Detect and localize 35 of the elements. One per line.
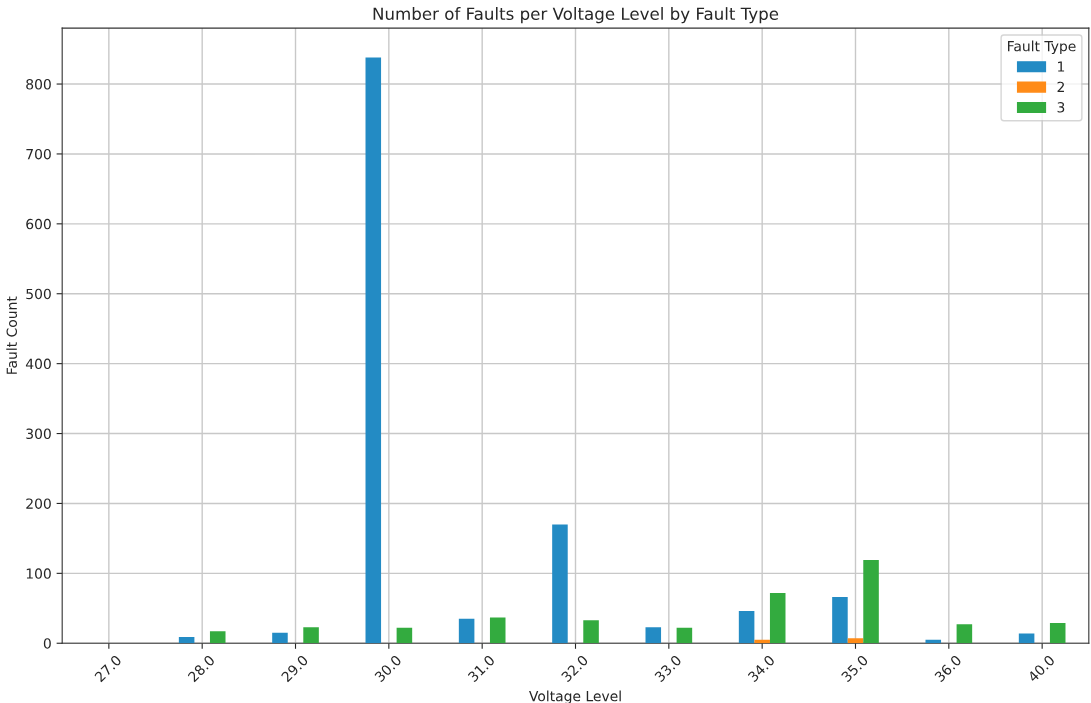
chart-title: Number of Faults per Voltage Level by Fault Type	[373, 7, 779, 24]
y-tick-label: 500	[26, 288, 51, 300]
bar	[209, 631, 226, 644]
bar	[458, 618, 475, 644]
bar	[552, 524, 568, 644]
bar	[583, 620, 599, 644]
bar	[303, 627, 319, 644]
bar	[676, 627, 693, 644]
bar	[365, 57, 382, 644]
bar	[396, 627, 413, 644]
legend-label: 2	[1057, 81, 1064, 92]
y-tick-label: 200	[26, 498, 51, 509]
legend-label: 3	[1057, 102, 1065, 113]
y-axis-title: Fault Count	[6, 296, 18, 374]
bar	[956, 624, 973, 644]
bar	[645, 627, 662, 644]
bar	[832, 597, 848, 644]
bar	[178, 636, 195, 644]
y-tick-label: 400	[25, 358, 51, 370]
y-tick-label: 300	[26, 428, 51, 440]
legend-label: 1	[1058, 61, 1065, 72]
bar	[489, 617, 506, 644]
bar	[847, 638, 864, 644]
bar	[738, 611, 755, 644]
y-tick-label: 0	[43, 638, 51, 649]
y-tick-label: 800	[26, 79, 51, 90]
y-tick-label: 100	[26, 568, 51, 579]
bar	[1049, 622, 1066, 644]
legend-title: Fault Type	[1008, 40, 1076, 55]
y-tick-label: 700	[26, 148, 51, 160]
bar	[769, 592, 786, 644]
bar	[272, 632, 288, 644]
bar	[863, 560, 879, 644]
bar	[1018, 633, 1035, 644]
y-tick-label: 600	[26, 218, 51, 230]
